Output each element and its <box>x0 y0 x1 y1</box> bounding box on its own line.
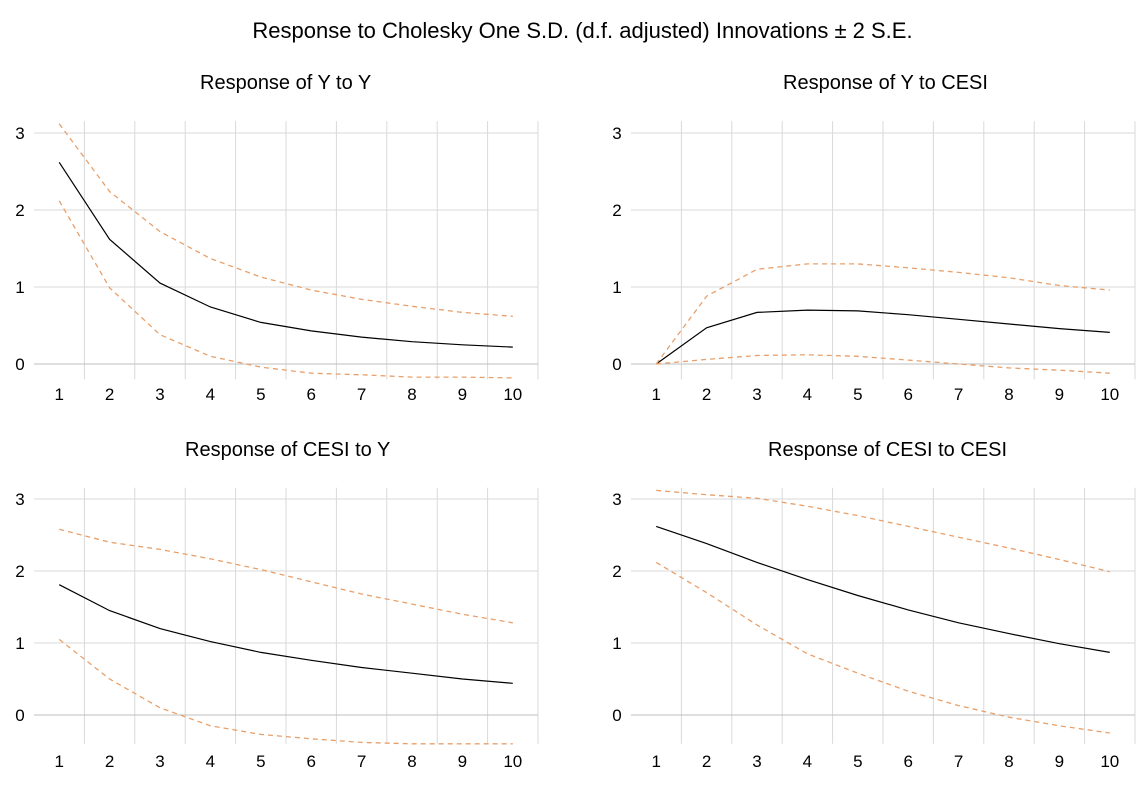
irf-chart-cesi-to-cesi: 0 1 2 3 1 2 3 4 5 6 7 8 9 10 <box>612 487 1136 771</box>
panel-title: Response of Y to CESI <box>783 72 988 94</box>
x-tick-label: 4 <box>206 385 215 404</box>
x-tick-label: 4 <box>803 752 812 771</box>
y-tick-label: 0 <box>15 706 24 725</box>
x-tick-label: 7 <box>357 752 366 771</box>
x-tick-label: 8 <box>1004 385 1013 404</box>
x-tick-label: 10 <box>1100 385 1119 404</box>
y-tick-label: 3 <box>15 124 24 143</box>
x-tick-label: 3 <box>155 752 164 771</box>
y-tick-label: 1 <box>15 278 24 297</box>
x-tick-label: 5 <box>256 385 265 404</box>
x-tick-label: 1 <box>651 752 660 771</box>
confidence-band-lower-line <box>656 354 1110 374</box>
confidence-band-upper-line <box>656 489 1110 573</box>
x-tick-label: 1 <box>54 385 63 404</box>
response-line <box>655 309 1110 365</box>
y-tick-label: 3 <box>15 490 24 509</box>
main-title: Response to Cholesky One S.D. (d.f. adju… <box>252 18 913 43</box>
x-tick-label: 9 <box>1055 752 1064 771</box>
confidence-band-lower-line <box>58 200 513 379</box>
x-tick-label: 6 <box>306 385 315 404</box>
irf-chart-y-to-y: 0 1 2 3 1 2 3 4 5 6 7 8 9 10 <box>15 121 539 404</box>
y-tick-label: 3 <box>612 490 621 509</box>
x-tick-label: 5 <box>256 752 265 771</box>
irf-panel-y-to-cesi: Response of Y to CESI 0 1 2 3 1 2 3 4 5 6 7 8 9 10 <box>597 0 1145 404</box>
y-tick-label: 1 <box>612 278 621 297</box>
y-tick-label: 2 <box>15 201 24 220</box>
gridlines <box>631 487 1136 744</box>
response-line <box>58 584 513 684</box>
x-tick-label: 6 <box>903 752 912 771</box>
response-line <box>58 161 513 348</box>
y-tick-label: 2 <box>612 201 621 220</box>
y-tick-label: 1 <box>15 634 24 653</box>
x-tick-label: 3 <box>155 385 164 404</box>
x-tick-label: 9 <box>1055 385 1064 404</box>
y-tick-label: 2 <box>612 562 621 581</box>
x-tick-label: 8 <box>407 385 416 404</box>
x-tick-label: 2 <box>702 385 711 404</box>
x-tick-label: 1 <box>54 752 63 771</box>
irf-panel-y-to-y: Response of Y to Y 0 1 2 3 1 2 3 4 5 6 7 8 9 10 <box>0 0 572 404</box>
x-tick-label: 5 <box>853 385 862 404</box>
x-tick-label: 1 <box>651 385 660 404</box>
y-tick-label: 2 <box>15 562 24 581</box>
y-tick-label: 0 <box>15 355 24 374</box>
x-tick-label: 3 <box>752 752 761 771</box>
irf-panel-cesi-to-cesi: Response of CESI to CESI 0 1 2 3 1 2 3 4 5 6 7 8 9 10 <box>597 367 1145 771</box>
x-tick-label: 2 <box>702 752 711 771</box>
x-tick-label: 9 <box>458 385 467 404</box>
gridlines <box>34 487 539 744</box>
x-tick-label: 2 <box>105 752 114 771</box>
irf-panel-cesi-to-y: Response of CESI to Y 0 1 2 3 1 2 3 4 5 6 7 8 9 10 <box>0 367 572 771</box>
x-tick-label: 4 <box>206 752 215 771</box>
gridlines <box>631 121 1136 380</box>
y-tick-label: 3 <box>612 124 621 143</box>
x-tick-label: 5 <box>853 752 862 771</box>
x-tick-label: 10 <box>503 752 522 771</box>
panel-title: Response of Y to Y <box>200 72 372 94</box>
x-tick-label: 6 <box>306 752 315 771</box>
response-line <box>656 525 1110 653</box>
x-tick-label: 10 <box>503 385 522 404</box>
x-tick-label: 8 <box>407 752 416 771</box>
x-tick-label: 7 <box>954 752 963 771</box>
x-tick-label: 7 <box>357 385 366 404</box>
gridlines <box>34 121 539 380</box>
x-tick-label: 3 <box>752 385 761 404</box>
panel-title: Response of CESI to CESI <box>768 439 1008 461</box>
y-tick-label: 1 <box>612 634 621 653</box>
x-tick-label: 2 <box>105 385 114 404</box>
irf-chart-cesi-to-y: 0 1 2 3 1 2 3 4 5 6 7 8 9 10 <box>15 487 539 771</box>
x-tick-label: 9 <box>458 752 467 771</box>
confidence-band-lower-line <box>58 638 513 745</box>
x-tick-label: 8 <box>1004 752 1013 771</box>
x-tick-label: 4 <box>803 385 812 404</box>
x-tick-label: 7 <box>954 385 963 404</box>
x-tick-label: 10 <box>1100 752 1119 771</box>
y-tick-label: 0 <box>612 355 621 374</box>
y-tick-label: 0 <box>612 706 621 725</box>
irf-chart-y-to-cesi: 0 1 2 3 1 2 3 4 5 6 7 8 9 10 <box>612 121 1136 404</box>
panel-title: Response of CESI to Y <box>185 439 391 461</box>
x-tick-label: 6 <box>903 385 912 404</box>
